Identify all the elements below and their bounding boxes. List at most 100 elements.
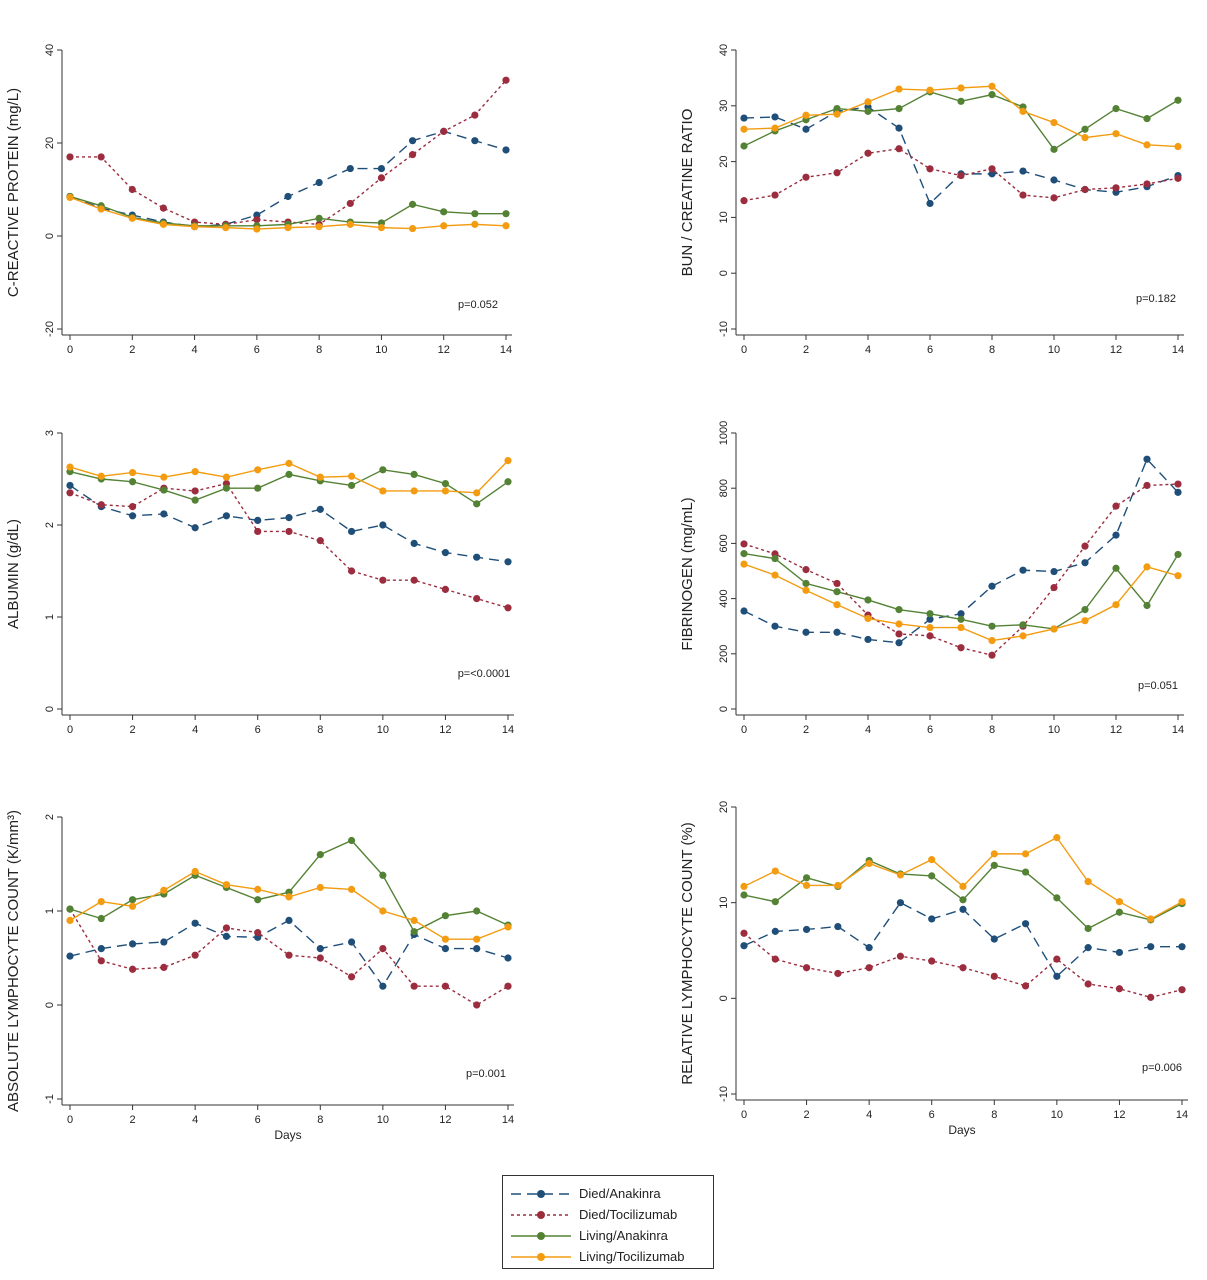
data-point xyxy=(128,965,137,973)
data-point xyxy=(66,952,74,960)
p-value-annotation: p=<0.0001 xyxy=(458,668,511,680)
data-point xyxy=(802,579,810,588)
y-tick-label: 20 xyxy=(718,155,730,167)
data-point xyxy=(191,496,199,504)
data-point xyxy=(802,125,810,133)
legend-item-living-tocilizumab: Living/Tocilizumab xyxy=(503,1247,713,1267)
data-point xyxy=(771,867,779,875)
data-point xyxy=(1115,898,1124,906)
data-point xyxy=(1081,606,1089,614)
data-point xyxy=(128,478,137,486)
x-tick-label: 14 xyxy=(1176,1109,1188,1121)
data-point xyxy=(1115,908,1124,916)
p-value-annotation: p=0.052 xyxy=(458,299,498,311)
data-point xyxy=(928,872,936,880)
data-point xyxy=(473,945,481,953)
data-point xyxy=(347,938,356,946)
data-point xyxy=(1084,924,1092,933)
y-tick-label: 800 xyxy=(718,479,730,497)
legend-item-living-anakinra: Living/Anakinra xyxy=(503,1226,713,1246)
x-tick-label: 4 xyxy=(192,1114,198,1126)
x-tick-label: 2 xyxy=(129,344,135,356)
data-point xyxy=(1021,920,1030,928)
data-point xyxy=(66,193,74,202)
y-tick-label: 10 xyxy=(718,897,730,909)
data-point xyxy=(379,945,387,953)
data-point xyxy=(928,856,936,864)
data-point xyxy=(410,916,418,924)
data-point xyxy=(1084,980,1092,988)
data-point xyxy=(191,919,199,927)
data-point xyxy=(1143,141,1151,149)
data-point xyxy=(896,871,905,879)
data-point xyxy=(1147,993,1155,1001)
data-point xyxy=(1081,559,1089,567)
data-point xyxy=(441,935,450,943)
data-point xyxy=(254,527,262,536)
x-tick-label: 12 xyxy=(439,1114,451,1126)
y-tick-label: 600 xyxy=(718,534,730,552)
y-tick-label: -20 xyxy=(44,321,56,337)
data-point xyxy=(285,951,293,959)
data-point xyxy=(1019,167,1027,175)
data-point xyxy=(740,607,748,615)
legend-swatch-living-tocilizumab xyxy=(511,1253,571,1261)
series-died-anakinra xyxy=(740,899,1186,980)
data-point xyxy=(66,916,74,924)
data-point xyxy=(504,923,512,931)
data-point xyxy=(1112,601,1120,609)
p-value-annotation: p=0.051 xyxy=(1138,680,1178,692)
data-point xyxy=(254,484,262,492)
data-point xyxy=(864,149,872,157)
data-point xyxy=(316,537,324,545)
data-point xyxy=(191,524,199,532)
data-point xyxy=(441,912,450,920)
data-point xyxy=(410,928,418,936)
data-point xyxy=(379,871,387,879)
data-point xyxy=(97,472,105,480)
data-point xyxy=(833,628,841,636)
data-point xyxy=(315,223,323,231)
data-point xyxy=(316,883,324,892)
data-point xyxy=(771,927,779,935)
data-point xyxy=(957,615,965,623)
data-point xyxy=(502,146,510,154)
y-tick-label: 1 xyxy=(44,908,56,914)
data-point xyxy=(410,470,418,478)
data-point xyxy=(740,942,748,950)
data-point xyxy=(504,478,512,486)
series-living-tocilizumab xyxy=(66,193,510,233)
data-point xyxy=(771,571,779,579)
x-tick-label: 8 xyxy=(316,344,322,356)
data-point xyxy=(1021,850,1030,858)
data-point xyxy=(988,170,996,178)
data-point xyxy=(284,192,292,201)
data-point xyxy=(473,595,481,603)
data-point xyxy=(928,957,936,965)
y-tick-label: 0 xyxy=(718,706,730,712)
data-point xyxy=(864,596,872,604)
data-point xyxy=(379,982,387,990)
series-living-anakinra xyxy=(66,836,512,936)
y-tick-label: -10 xyxy=(718,321,730,337)
data-point xyxy=(895,620,903,628)
data-point xyxy=(316,851,324,859)
data-point xyxy=(222,473,231,481)
x-tick-label: 10 xyxy=(1051,1109,1063,1121)
series-died-tocilizumab xyxy=(740,480,1182,659)
data-point xyxy=(833,601,841,609)
data-point xyxy=(471,111,479,119)
data-point xyxy=(957,97,965,105)
x-tick-label: 12 xyxy=(438,344,450,356)
data-point xyxy=(441,480,450,488)
data-point xyxy=(504,982,512,990)
x-tick-label: 14 xyxy=(1172,344,1184,356)
x-tick-label: 8 xyxy=(317,1114,323,1126)
data-point xyxy=(222,224,230,232)
data-point xyxy=(740,197,748,205)
x-tick-label: 4 xyxy=(192,344,198,356)
data-point xyxy=(285,470,293,478)
data-point xyxy=(740,125,748,133)
data-point xyxy=(1053,834,1061,842)
